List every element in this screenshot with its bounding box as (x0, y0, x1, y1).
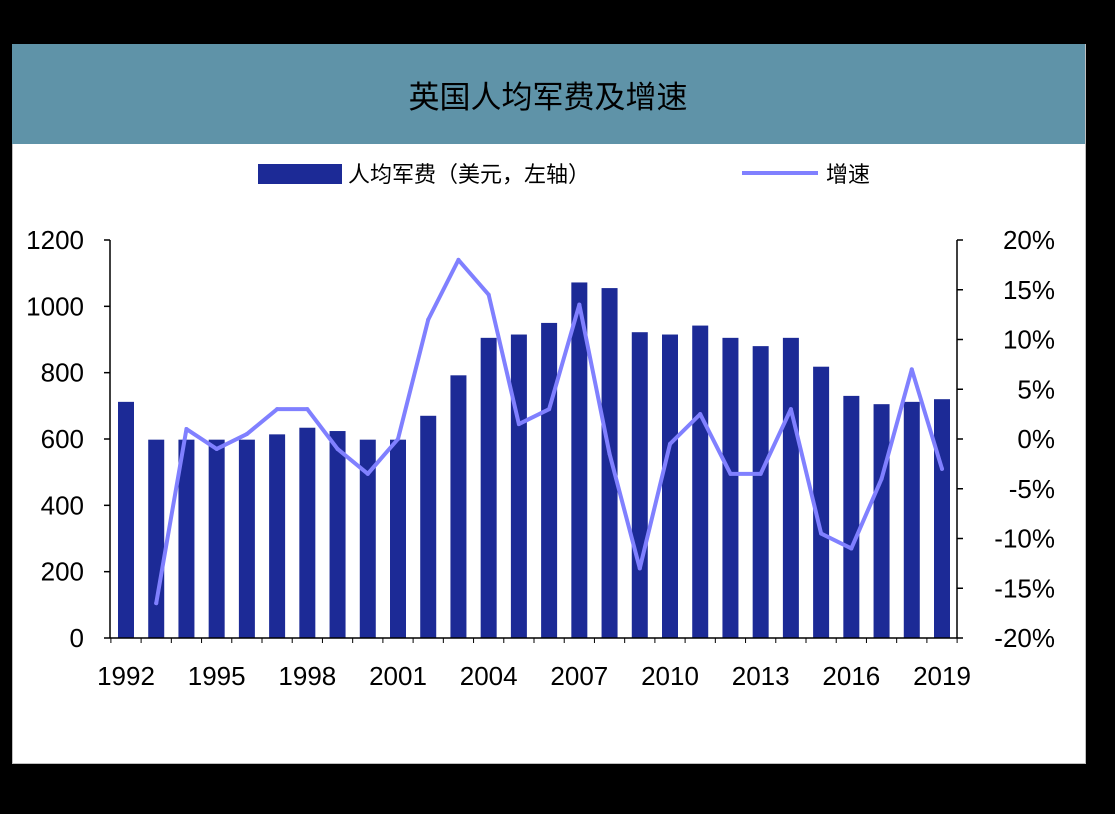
bar (903, 401, 920, 638)
bar (420, 415, 437, 638)
growth-point (486, 292, 491, 297)
legend-bar-label: 人均军费（美元，左轴） (348, 163, 590, 188)
x-axis-tick-label: 1992 (97, 661, 155, 691)
left-axis-tick-label: 0 (70, 623, 84, 653)
left-axis-tick-label: 1000 (26, 291, 84, 321)
growth-point (940, 466, 944, 471)
bar (541, 322, 558, 638)
bar (510, 334, 527, 638)
right-axis-tick-label: -10% (994, 524, 1055, 554)
left-axis-tick-label: 1200 (26, 225, 84, 255)
x-axis-tick-label: 2007 (550, 661, 608, 691)
growth-point (214, 446, 219, 451)
x-axis-tick-label: 2004 (460, 661, 518, 691)
growth-point (668, 441, 672, 446)
growth-point (728, 471, 733, 476)
growth-point (879, 476, 884, 481)
growth-point (577, 302, 582, 307)
growth-point (365, 471, 370, 476)
bar (934, 399, 950, 638)
growth-point (788, 407, 793, 412)
bar (148, 439, 165, 638)
title-bar (12, 44, 1085, 144)
growth-point (819, 531, 824, 536)
bar (752, 346, 769, 638)
x-axis-tick-label: 1998 (278, 661, 336, 691)
bar (269, 434, 286, 638)
growth-point (244, 432, 249, 437)
bar (782, 337, 799, 638)
growth-point (275, 407, 280, 412)
left-axis-tick-label: 600 (41, 424, 84, 454)
growth-point (849, 546, 854, 551)
legend-line-label: 增速 (826, 163, 870, 188)
x-axis-tick-label: 1995 (188, 661, 246, 691)
growth-point (154, 601, 159, 606)
growth-point (426, 317, 431, 322)
growth-point (456, 257, 461, 262)
bar (118, 401, 134, 638)
legend-bar-swatch (258, 164, 342, 184)
bar (390, 439, 406, 638)
growth-point (396, 437, 400, 441)
x-axis-tick-label: 2001 (369, 661, 427, 691)
right-axis-tick-label: -5% (1009, 474, 1055, 504)
bar (299, 427, 316, 638)
growth-point (758, 471, 763, 476)
bar (873, 404, 890, 638)
growth-point (516, 422, 521, 427)
growth-point (698, 412, 703, 417)
left-axis-tick-label: 800 (41, 358, 84, 388)
x-axis-tick-label: 2013 (732, 661, 790, 691)
right-axis-tick-label: -15% (994, 573, 1055, 603)
growth-point (184, 427, 189, 432)
growth-point (547, 407, 552, 412)
bar (238, 439, 255, 638)
bar (722, 337, 739, 638)
left-axis-tick-label: 400 (41, 490, 84, 520)
left-axis-tick-label: 200 (41, 557, 84, 587)
bar (662, 334, 678, 638)
growth-point (305, 407, 310, 412)
right-axis-tick-label: 5% (1017, 374, 1055, 404)
bar (480, 337, 497, 638)
bar (178, 439, 195, 638)
bar (843, 395, 860, 638)
right-axis-tick-label: 10% (1003, 325, 1055, 355)
bar (631, 332, 648, 638)
growth-point (335, 446, 340, 451)
growth-point (909, 367, 914, 372)
x-axis-tick-label: 2010 (641, 661, 699, 691)
bar (208, 439, 225, 638)
bar (359, 439, 376, 638)
right-axis-tick-label: -20% (994, 623, 1055, 653)
bar (450, 375, 467, 638)
right-axis-tick-label: 20% (1003, 225, 1055, 255)
right-axis-tick-label: 0% (1017, 424, 1055, 454)
chart-title: 英国人均军费及增速 (409, 80, 688, 116)
bar (813, 366, 830, 638)
legend: 人均军费（美元，左轴） 增速 (258, 163, 870, 188)
growth-point (607, 451, 612, 456)
bar (329, 431, 346, 638)
x-axis-tick-label: 2016 (822, 661, 880, 691)
right-axis-tick-label: 15% (1003, 275, 1055, 305)
bar (692, 325, 709, 638)
bar (601, 288, 618, 638)
x-axis-tick-label: 2019 (913, 661, 971, 691)
bar (571, 282, 588, 638)
growth-point (637, 566, 642, 571)
plot-area: 0 200 400 600 800 1000 1200 -20% -15% -10% -5% 0% 5%… (26, 225, 1055, 691)
